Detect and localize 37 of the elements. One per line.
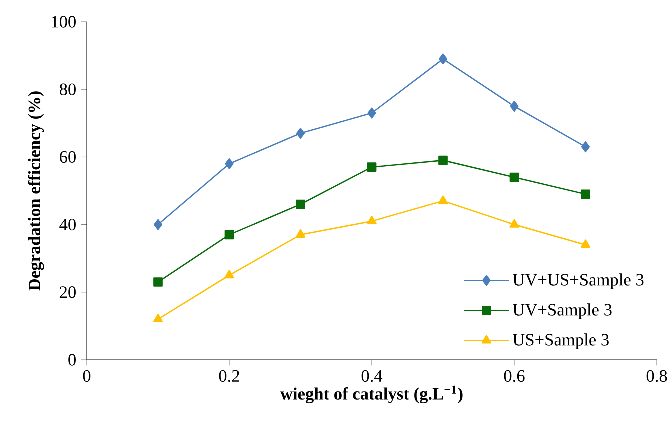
y-tick-label: 80 — [60, 84, 76, 96]
x-tick-label: 0.6 — [504, 370, 525, 382]
y-tick-label: 40 — [60, 218, 76, 231]
y-tick-label: 60 — [60, 151, 76, 164]
point — [224, 230, 234, 240]
point — [510, 101, 519, 112]
legend-label: UV+US+Sample 3 — [513, 274, 644, 290]
y-tick-label: 0 — [68, 354, 76, 366]
point — [224, 270, 234, 279]
point — [368, 108, 376, 119]
point — [510, 172, 520, 182]
point — [154, 278, 163, 287]
y-tick-label: 20 — [60, 286, 76, 298]
point — [296, 229, 306, 238]
legend-label: US+Sample 3 — [513, 334, 609, 350]
point — [438, 196, 448, 204]
point — [153, 314, 164, 323]
y-axis-title: Degradation efficiency (%) — [28, 92, 44, 291]
x-tick-label: 0.2 — [219, 370, 240, 382]
point — [581, 142, 590, 153]
point — [510, 219, 520, 228]
point — [225, 158, 234, 170]
x-tick-label: 0.4 — [362, 370, 383, 382]
point — [367, 162, 377, 172]
x-tick-label: 0.8 — [646, 370, 668, 382]
point — [154, 219, 163, 230]
point — [438, 156, 448, 166]
point — [296, 128, 306, 140]
y-tick-label: 100 — [52, 16, 76, 28]
point — [438, 54, 448, 65]
point — [580, 240, 591, 248]
point — [581, 190, 590, 200]
point — [296, 200, 306, 210]
legend-label: UV+Sample 3 — [513, 304, 612, 320]
x-tick-label: 0 — [83, 370, 91, 382]
x-axis-title: wieght of catalyst (g.L$^{−1}$) — [280, 386, 463, 404]
point — [367, 216, 377, 224]
